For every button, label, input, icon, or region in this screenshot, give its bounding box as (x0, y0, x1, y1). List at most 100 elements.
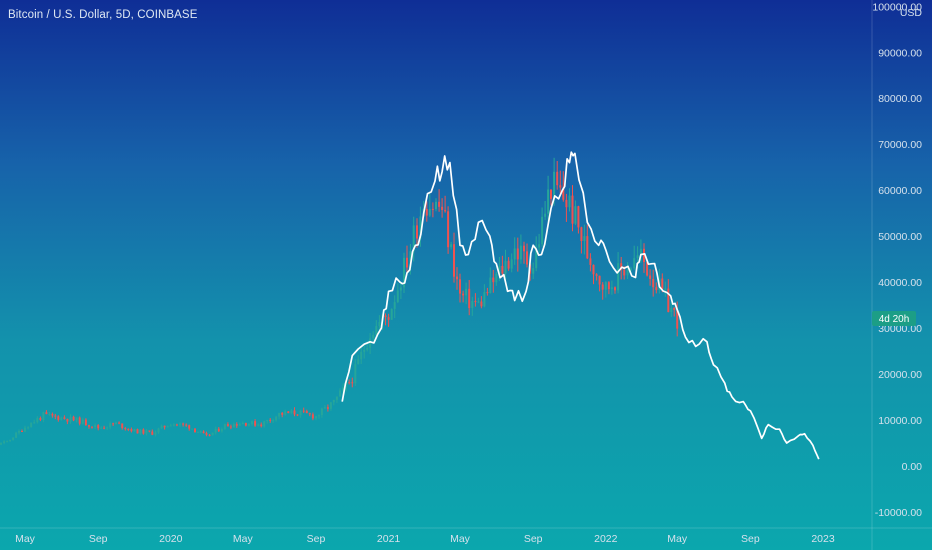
candle-body (45, 412, 48, 415)
candle-body (24, 427, 26, 432)
candle-body (526, 251, 528, 265)
candle-body (284, 411, 287, 415)
candle-body (501, 265, 504, 274)
candlestick-series (0, 157, 679, 446)
candle-body (275, 416, 278, 421)
candle-body (535, 247, 538, 269)
candle-body (390, 308, 393, 320)
candle-body (435, 201, 437, 210)
candle-body (369, 338, 372, 348)
candle-body (278, 412, 281, 417)
candle-body (109, 423, 112, 428)
candle-body (121, 423, 124, 429)
candle-body (247, 424, 250, 426)
candle-body (661, 278, 664, 289)
candle-body (595, 274, 598, 276)
candle-body (360, 351, 363, 360)
candle-body (211, 432, 214, 436)
candle-body (148, 430, 151, 432)
candle-body (63, 417, 66, 419)
candle-body (133, 429, 136, 432)
candle-body (97, 425, 100, 429)
y-tick-label: 60000.00 (878, 185, 922, 197)
candle-body (287, 411, 290, 414)
candle-body (48, 413, 51, 415)
candle-body (302, 410, 305, 412)
candle-body (188, 425, 191, 429)
candle-body (462, 293, 465, 296)
x-tick-label: Sep (741, 533, 760, 545)
candle-body (480, 301, 483, 307)
candle-body (112, 423, 115, 425)
candle-body (296, 414, 299, 416)
candle-body (130, 429, 133, 432)
y-tick-label: 20000.00 (878, 369, 922, 381)
candle-body (293, 410, 296, 415)
candle-body (33, 422, 36, 424)
candle-body (510, 259, 513, 269)
y-tick-label: 40000.00 (878, 277, 922, 289)
candle-body (103, 427, 106, 429)
candle-body (299, 410, 302, 416)
x-tick-label: Sep (307, 533, 326, 545)
x-tick-label: 2020 (159, 533, 183, 545)
candle-body (226, 424, 229, 427)
price-axis[interactable]: 100000.00 90000.00 80000.00 70000.00 60000.0… (872, 1, 922, 519)
candle-body (492, 277, 495, 283)
candle-body (305, 410, 308, 414)
candle-body (416, 225, 418, 239)
candle-body (378, 322, 381, 326)
candle-body (384, 315, 387, 318)
candle-body (571, 195, 574, 224)
candle-body (375, 326, 378, 335)
candle-body (673, 308, 676, 310)
candle-body (160, 425, 163, 429)
y-tick-label: 50000.00 (878, 231, 922, 243)
candle-body (664, 288, 667, 290)
candle-body (118, 422, 121, 424)
candle-body (550, 189, 552, 199)
time-axis[interactable]: May Sep 2020 May Sep 2021 May Sep 2022 May Sep 2023 (15, 533, 835, 545)
candle-body (69, 416, 72, 422)
candle-body (601, 284, 604, 290)
candle-body (676, 310, 679, 329)
candle-body (519, 245, 522, 260)
candle-body (486, 292, 489, 294)
candle-body (610, 287, 613, 290)
candle-body (145, 430, 148, 434)
candle-body (115, 422, 117, 425)
candle-body (357, 359, 360, 365)
candle-body (3, 441, 6, 444)
candle-body (598, 275, 601, 285)
candle-body (396, 290, 399, 303)
candle-body (646, 262, 649, 276)
candle-body (21, 431, 23, 432)
candle-body (406, 257, 408, 268)
candle-body (84, 419, 87, 426)
candle-body (166, 426, 169, 428)
candle-body (403, 257, 405, 288)
candle-body (568, 195, 571, 208)
candle-body (428, 208, 431, 216)
candle-body (182, 423, 185, 425)
candle-body (553, 171, 556, 199)
candle-body (620, 263, 623, 270)
candle-body (444, 210, 447, 212)
candle-body (670, 308, 673, 313)
x-tick-label: May (15, 533, 36, 545)
candle-body (308, 413, 311, 415)
candle-body (257, 424, 260, 426)
candle-body (419, 216, 422, 239)
candle-body (57, 416, 60, 420)
candle-body (18, 431, 20, 433)
candle-body (254, 421, 257, 426)
candle-body (175, 424, 178, 426)
candle-body (199, 431, 202, 433)
candle-body (604, 282, 607, 290)
candle-body (629, 268, 632, 271)
candle-body (151, 431, 154, 435)
x-tick-label: May (667, 533, 688, 545)
candle-body (72, 416, 75, 421)
